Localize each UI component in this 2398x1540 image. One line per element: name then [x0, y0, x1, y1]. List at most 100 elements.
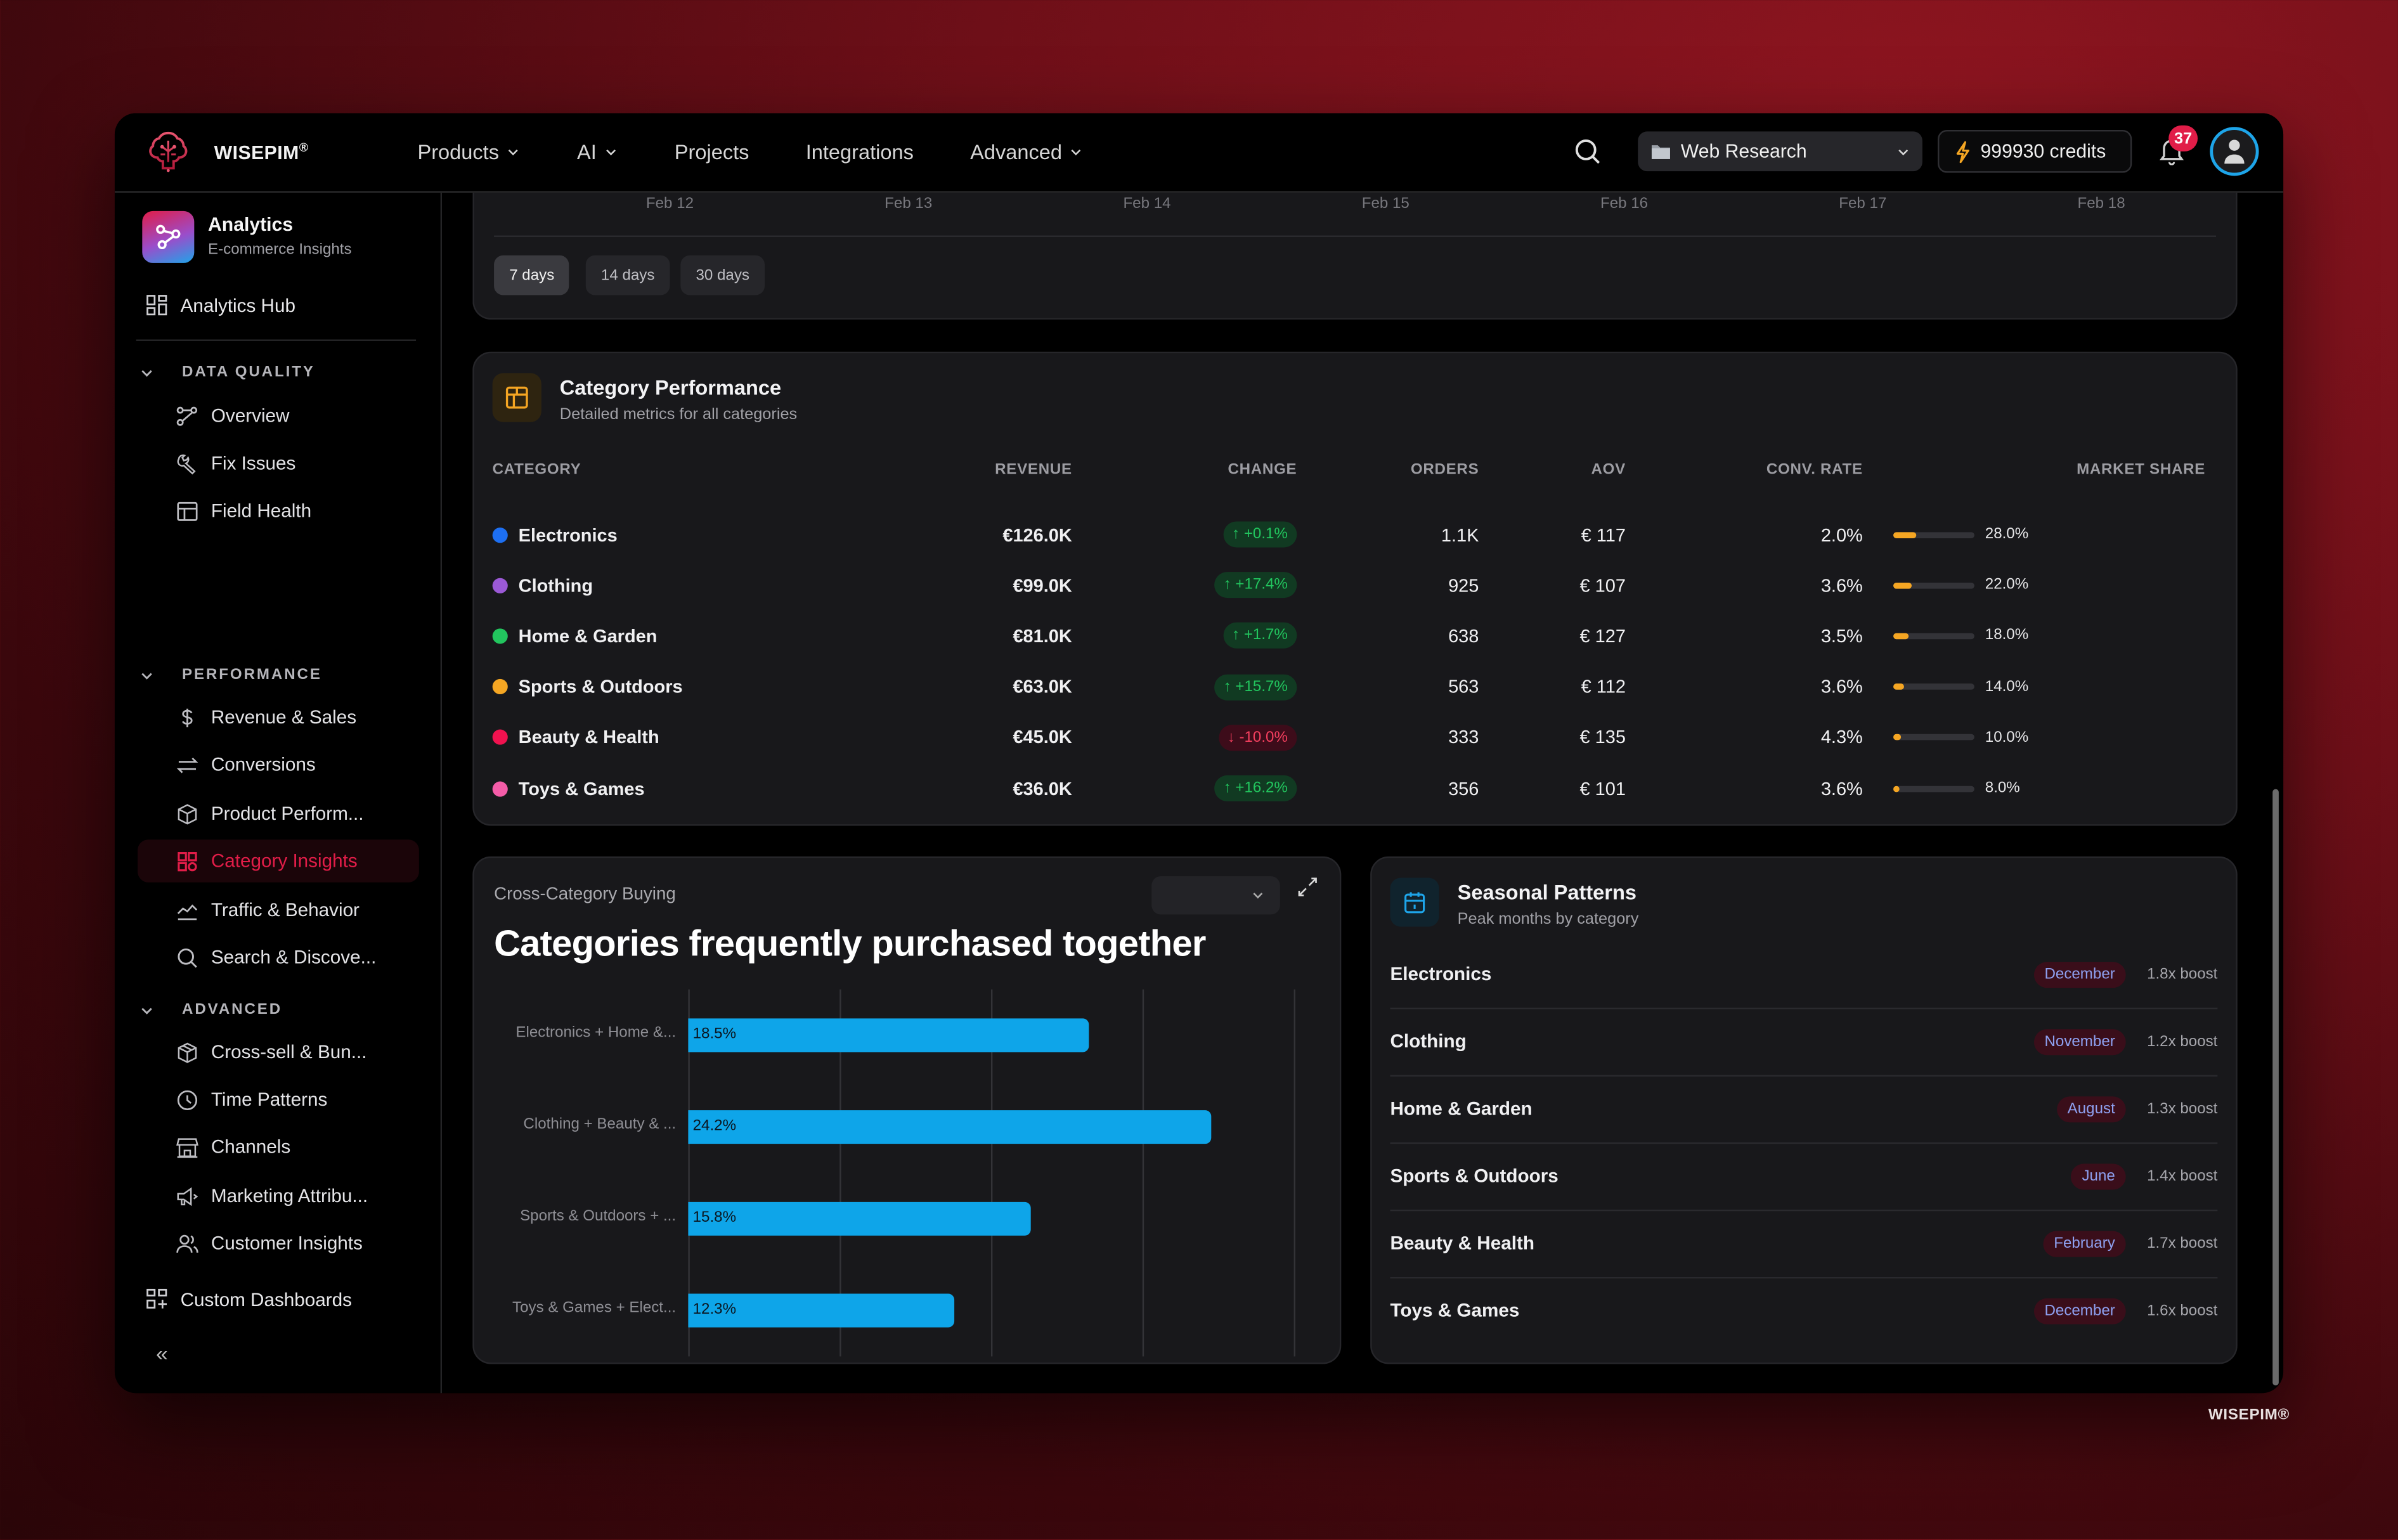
- nav-projects[interactable]: Projects: [675, 141, 749, 164]
- column-header-conv-rate[interactable]: CONV. RATE: [1766, 461, 1863, 478]
- seasonal-row[interactable]: Electronics December 1.8x boost: [1390, 940, 2218, 1009]
- sidebar-item-category-insights[interactable]: Category Insights: [138, 839, 419, 883]
- category-color-dot: [492, 730, 508, 746]
- sidebar-item-traffic-behavior[interactable]: Traffic & Behavior: [138, 888, 419, 931]
- app-title: Analytics: [208, 214, 294, 236]
- sidebar-item-product-performance[interactable]: Product Perform...: [138, 792, 419, 835]
- sidebar-item-time-patterns[interactable]: Time Patterns: [138, 1078, 419, 1121]
- category-color-dot: [492, 628, 508, 644]
- seasonal-row[interactable]: Sports & Outdoors June 1.4x boost: [1390, 1142, 2218, 1212]
- seasonal-row[interactable]: Home & Garden August 1.3x boost: [1390, 1075, 2218, 1144]
- column-header-aov[interactable]: AOV: [1591, 461, 1626, 478]
- x-axis-label: Feb 16: [1600, 195, 1649, 213]
- bar[interactable]: 18.5%: [688, 1018, 1089, 1052]
- market-share-bar: [1893, 785, 1974, 792]
- change-badge: ↑ +1.7%: [1222, 623, 1297, 649]
- search-icon[interactable]: [1572, 136, 1603, 167]
- seasonal-row[interactable]: Clothing November 1.2x boost: [1390, 1008, 2218, 1077]
- bar-row[interactable]: Toys & Games + Elect... 12.3%: [512, 1293, 1293, 1328]
- column-header-market-share[interactable]: MARKET SHARE: [2077, 461, 2206, 478]
- notification-count-badge[interactable]: 37: [2168, 125, 2198, 152]
- column-header-revenue[interactable]: REVENUE: [995, 461, 1072, 478]
- sidebar-item-revenue-sales[interactable]: Revenue & Sales: [138, 696, 419, 739]
- orders-cell: 638: [1448, 625, 1479, 647]
- sidebar-item-marketing-attribution[interactable]: Marketing Attribu...: [138, 1174, 419, 1217]
- table-row[interactable]: Clothing €99.0K ↑ +17.4% 925 € 107 3.6% …: [492, 560, 2205, 611]
- user-avatar[interactable]: [2210, 127, 2259, 176]
- market-share-value: 10.0%: [1985, 729, 2029, 746]
- project-select[interactable]: Web Research: [1638, 131, 1922, 172]
- range-14-days-button[interactable]: 14 days: [585, 255, 670, 295]
- season-category: Home & Garden: [1390, 1097, 1533, 1120]
- column-header-orders[interactable]: ORDERS: [1410, 461, 1479, 478]
- nav-integrations[interactable]: Integrations: [806, 141, 914, 164]
- grid-icon: [146, 295, 167, 316]
- sidebar-divider: [136, 339, 417, 341]
- peak-month-badge: June: [2071, 1163, 2126, 1189]
- bar-row[interactable]: Sports & Outdoors + ... 15.8%: [520, 1201, 1293, 1236]
- sidebar-item-customer-insights[interactable]: Customer Insights: [138, 1222, 419, 1265]
- sidebar-item-analytics-hub[interactable]: Analytics Hub: [145, 294, 295, 316]
- season-category: Electronics: [1390, 963, 1492, 985]
- range-7-days-button[interactable]: 7 days: [494, 255, 570, 295]
- sidebar-item-custom-dashboards[interactable]: Custom Dashboards: [145, 1288, 352, 1310]
- conv-rate-cell: 2.0%: [1820, 524, 1863, 546]
- area-chart-icon: [177, 903, 198, 920]
- column-header-category[interactable]: CATEGORY: [492, 461, 581, 478]
- seasonal-row[interactable]: Beauty & Health February 1.7x boost: [1390, 1210, 2218, 1279]
- nav-advanced[interactable]: Advanced: [970, 141, 1084, 164]
- project-select-value: Web Research: [1680, 140, 1807, 162]
- cross-category-card: Cross-Category Buying Categories frequen…: [472, 856, 1342, 1364]
- sidebar-item-conversions[interactable]: Conversions: [138, 743, 419, 786]
- change-badge: ↓ -10.0%: [1218, 724, 1297, 751]
- sidebar-item-label: Analytics Hub: [180, 294, 295, 316]
- share-nodes-icon: [156, 224, 181, 250]
- main-scrollbar[interactable]: [2272, 789, 2279, 1386]
- table-row[interactable]: Toys & Games €36.0K ↑ +16.2% 356 € 101 3…: [492, 763, 2205, 813]
- analytics-app-icon[interactable]: [142, 210, 195, 263]
- bar-value-label: 12.3%: [692, 1301, 737, 1319]
- bar[interactable]: 15.8%: [688, 1201, 1031, 1236]
- nav-products[interactable]: Products: [417, 141, 520, 164]
- table-row[interactable]: Sports & Outdoors €63.0K ↑ +15.7% 563 € …: [492, 661, 2205, 712]
- section-performance[interactable]: PERFORMANCE: [139, 666, 322, 684]
- cross-category-filter-select[interactable]: [1151, 876, 1280, 915]
- credits-button[interactable]: 999930 credits: [1938, 130, 2132, 173]
- revenue-cell: €126.0K: [1002, 524, 1072, 546]
- bar[interactable]: 12.3%: [688, 1293, 955, 1328]
- section-data-quality[interactable]: DATA QUALITY: [139, 364, 314, 381]
- collapse-sidebar-button[interactable]: «: [156, 1341, 168, 1366]
- sidebar-item-overview[interactable]: Overview: [138, 394, 419, 437]
- aov-cell: € 117: [1581, 524, 1626, 546]
- chevron-down-icon: [1072, 149, 1082, 156]
- grid-plus-icon: [146, 1288, 167, 1309]
- sidebar-item-field-health[interactable]: Field Health: [138, 489, 419, 533]
- category-performance-card: Category Performance Detailed metrics fo…: [472, 351, 2238, 826]
- conv-rate-cell: 3.6%: [1820, 574, 1863, 597]
- table-row[interactable]: Beauty & Health €45.0K ↓ -10.0% 333 € 13…: [492, 712, 2205, 763]
- table-row[interactable]: Electronics €126.0K ↑ +0.1% 1.1K € 117 2…: [492, 509, 2205, 560]
- seasonal-row[interactable]: Toys & Games December 1.6x boost: [1390, 1277, 2217, 1344]
- column-header-change[interactable]: CHANGE: [1228, 461, 1297, 478]
- bar[interactable]: 24.2%: [688, 1110, 1212, 1144]
- bar-value-label: 15.8%: [692, 1209, 737, 1227]
- sidebar-item-channels[interactable]: Channels: [138, 1125, 419, 1168]
- expand-icon[interactable]: [1297, 876, 1318, 898]
- sidebar-item-fix-issues[interactable]: Fix Issues: [138, 442, 419, 485]
- change-badge: ↑ +15.7%: [1214, 673, 1297, 700]
- aov-cell: € 127: [1579, 625, 1626, 647]
- bar-row[interactable]: Electronics + Home &... 18.5%: [515, 1018, 1293, 1052]
- bar-row[interactable]: Clothing + Beauty & ... 24.2%: [523, 1110, 1293, 1144]
- sidebar-item-search-discovery[interactable]: Search & Discove...: [138, 936, 419, 979]
- table-row[interactable]: Home & Garden €81.0K ↑ +1.7% 638 € 127 3…: [492, 611, 2205, 661]
- x-axis-label: Feb 15: [1361, 195, 1410, 213]
- section-advanced[interactable]: ADVANCED: [139, 1002, 282, 1018]
- bar-category-label: Toys & Games + Elect...: [512, 1300, 677, 1317]
- brain-logo-icon[interactable]: [145, 129, 191, 174]
- nav-ai[interactable]: AI: [577, 141, 618, 164]
- top-navigation-bar: WISEPIM® Products AI Projects Integratio…: [114, 113, 2284, 193]
- range-30-days-button[interactable]: 30 days: [680, 255, 765, 295]
- sidebar-item-cross-sell-bundles[interactable]: Cross-sell & Bun...: [138, 1031, 419, 1074]
- section-title: PERFORMANCE: [182, 666, 322, 684]
- brand-name[interactable]: WISEPIM®: [214, 141, 309, 164]
